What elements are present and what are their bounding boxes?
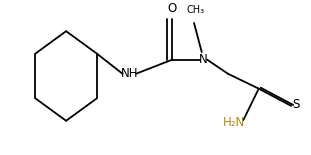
Text: NH: NH	[121, 67, 138, 80]
Text: S: S	[292, 98, 299, 111]
Text: CH₃: CH₃	[187, 5, 205, 15]
Text: N: N	[199, 53, 208, 66]
Text: H₂N: H₂N	[223, 116, 245, 129]
Text: O: O	[168, 2, 177, 15]
